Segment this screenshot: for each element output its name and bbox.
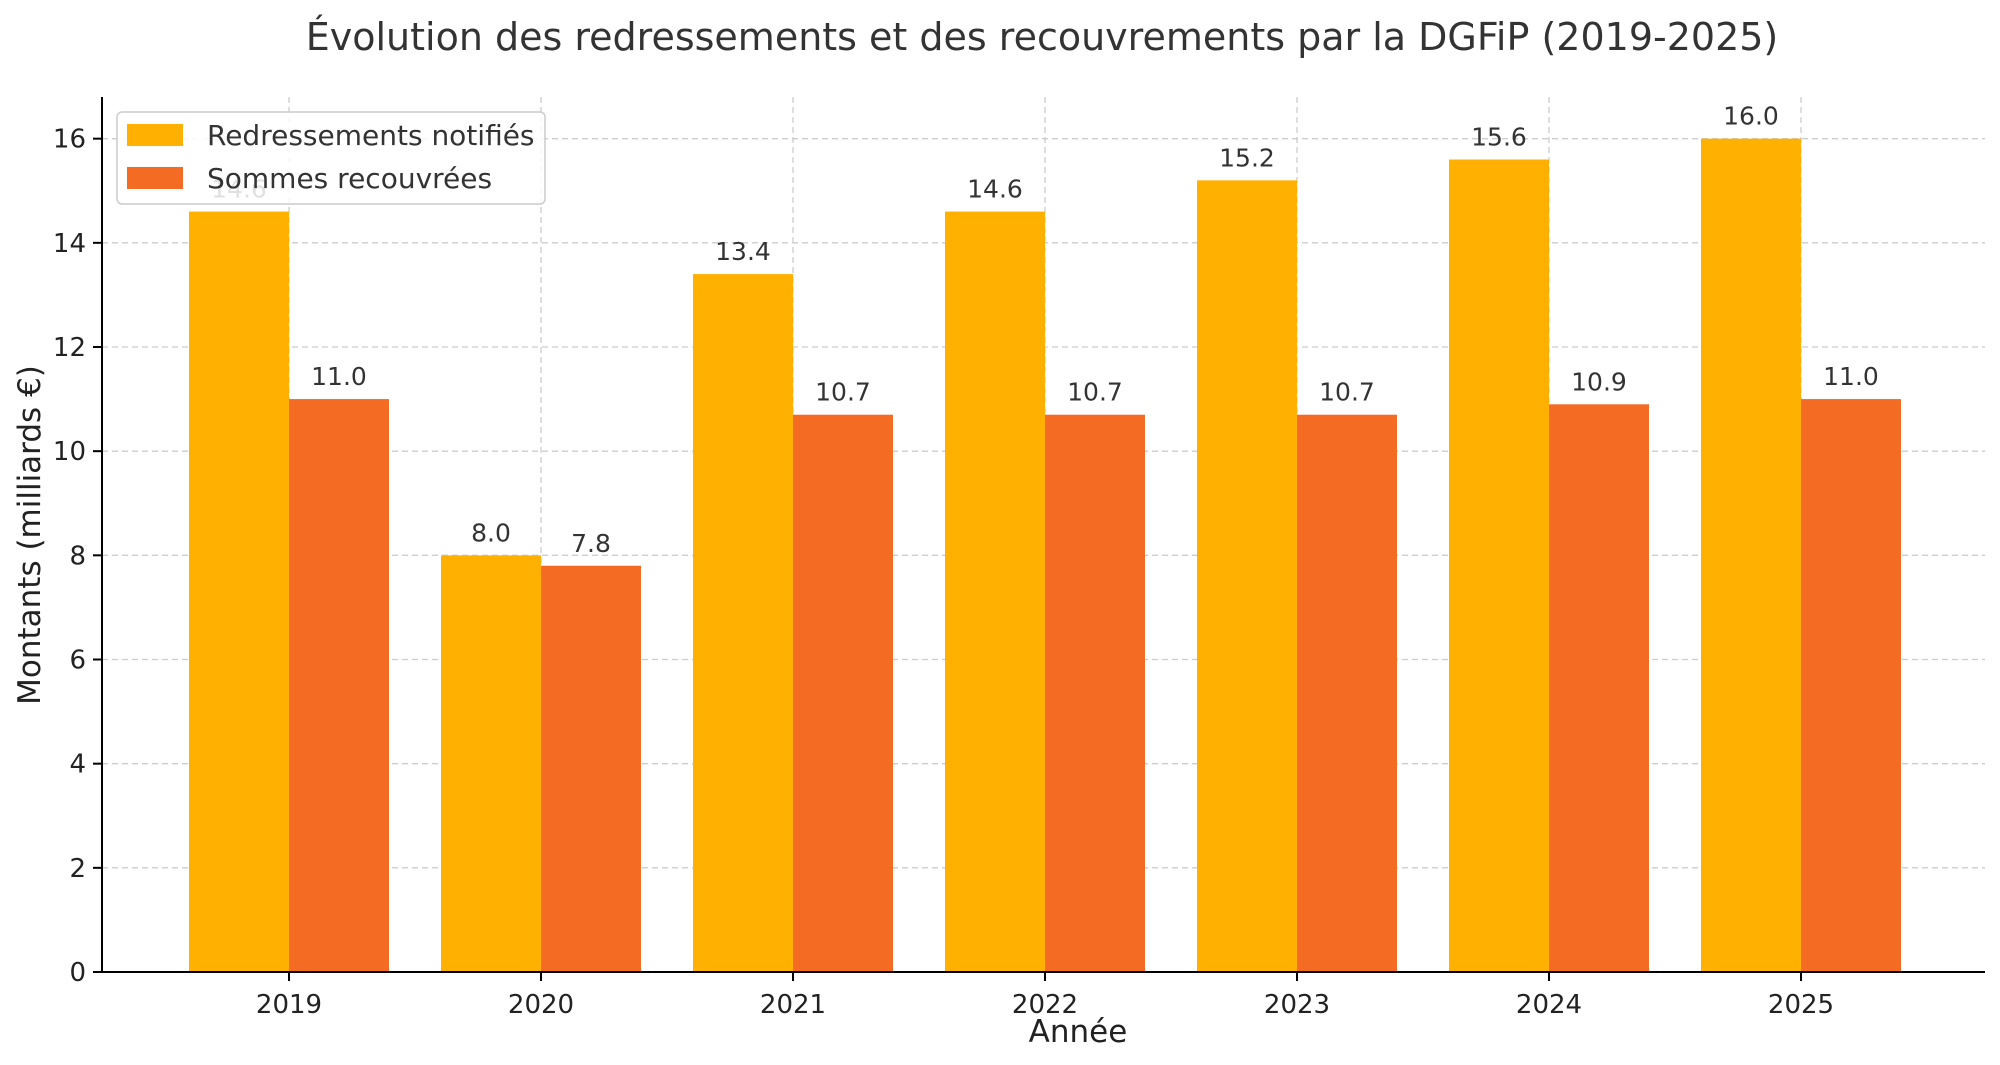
bar-recouvrees-2025 (1801, 399, 1901, 972)
legend: Redressements notifiés Sommes recouvrées (116, 111, 546, 205)
y-tick-label: 0 (69, 958, 86, 988)
x-tick-label: 2020 (508, 990, 574, 1020)
data-label: 13.4 (715, 237, 771, 266)
y-tick-label: 2 (69, 854, 86, 884)
bar-redressements-2024 (1449, 159, 1549, 972)
bar-redressements-2020 (441, 555, 541, 972)
y-tick-label: 4 (69, 750, 86, 780)
data-label: 16.0 (1723, 102, 1779, 131)
data-label: 10.7 (1319, 378, 1375, 407)
y-tick-label: 6 (69, 646, 86, 676)
y-tick-label: 10 (53, 437, 86, 467)
data-label: 15.6 (1471, 123, 1527, 152)
data-labels: 14.68.013.414.615.215.616.011.07.810.710… (211, 102, 1879, 558)
y-tick-label: 8 (69, 541, 86, 571)
y-axis-label: Montants (milliards €) (12, 365, 48, 705)
data-label: 11.0 (311, 362, 367, 391)
legend-label: Redressements notifiés (207, 119, 535, 152)
bar-redressements-2021 (693, 274, 793, 972)
x-tick-label: 2019 (256, 990, 322, 1020)
x-tick-label: 2025 (1768, 990, 1834, 1020)
axes: 0 2 4 6 8 10 12 14 16 2019 2020 2021 2022 2023 2024 202… (53, 97, 1985, 1020)
data-label: 10.9 (1571, 367, 1627, 396)
data-label: 7.8 (571, 529, 611, 558)
x-tick-label: 2021 (760, 990, 826, 1020)
y-tick-label: 14 (53, 229, 86, 259)
y-tick-label: 12 (53, 333, 86, 363)
y-tick-label: 16 (53, 125, 86, 155)
bar-recouvrees-2020 (541, 565, 641, 972)
bar-recouvrees-2023 (1297, 414, 1397, 972)
bars (189, 138, 1901, 973)
data-label: 15.2 (1219, 143, 1275, 172)
legend-box (116, 111, 546, 205)
bar-redressements-2022 (945, 211, 1045, 973)
x-tick-label: 2023 (1264, 990, 1330, 1020)
x-tick-label: 2022 (1012, 990, 1078, 1020)
x-tick-label: 2024 (1516, 990, 1582, 1020)
x-axis-label: Année (1029, 1014, 1128, 1050)
bar-recouvrees-2022 (1045, 414, 1145, 972)
data-label: 11.0 (1823, 362, 1879, 391)
bar-recouvrees-2021 (793, 414, 893, 972)
data-label: 8.0 (471, 518, 511, 547)
bar-redressements-2023 (1197, 180, 1297, 973)
legend-swatch (127, 167, 183, 189)
legend-label: Sommes recouvrées (207, 162, 492, 195)
bar-recouvrees-2019 (289, 399, 389, 972)
legend-swatch (127, 124, 183, 146)
bar-redressements-2019 (189, 211, 289, 973)
chart-title: Évolution des redressements et des recou… (306, 15, 1779, 59)
data-label: 10.7 (1067, 378, 1123, 407)
data-label: 14.6 (967, 175, 1023, 204)
bar-redressements-2025 (1701, 138, 1801, 972)
bar-recouvrees-2024 (1549, 404, 1649, 973)
data-label: 10.7 (815, 378, 871, 407)
